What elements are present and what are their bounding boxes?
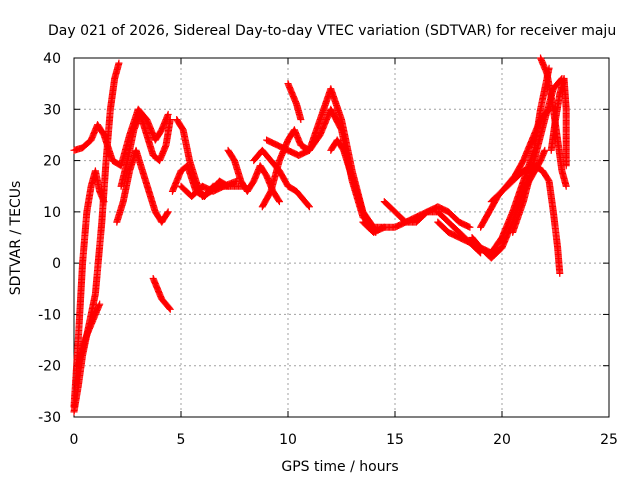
- x-tick-label: 5: [177, 432, 186, 448]
- data-point-marker: [556, 269, 564, 277]
- data-point-marker: [541, 146, 549, 154]
- plot-frame: [73, 57, 610, 418]
- y-tick-label: -20: [38, 359, 61, 375]
- y-tick-label: 30: [43, 102, 61, 118]
- x-tick-label: 0: [70, 432, 79, 448]
- x-tick-label: 15: [386, 432, 404, 448]
- x-axis-label: GPS time / hours: [281, 459, 398, 475]
- data-point-marker: [166, 305, 174, 313]
- data-point-marker: [165, 304, 173, 312]
- y-tick-label: 10: [43, 205, 61, 221]
- x-tick-label: 25: [600, 432, 618, 448]
- y-axis-label: SDTVAR / TECUs: [8, 181, 24, 296]
- data-point-marker: [163, 209, 171, 217]
- tick-layer: 0 5 10 15 20 25 -30 -20 -10 0 10 20 30 40: [38, 51, 618, 448]
- y-tick-label: 0: [52, 256, 61, 272]
- x-tick-label: 20: [493, 432, 511, 448]
- chart-title: Day 021 of 2026, Sidereal Day-to-day VTE…: [48, 23, 616, 39]
- data-point-marker: [466, 223, 474, 231]
- marker-layer: [70, 54, 570, 416]
- data-point-marker: [115, 59, 123, 67]
- data-point-marker: [96, 300, 104, 308]
- x-tick-label: 10: [279, 432, 297, 448]
- data-point-marker: [164, 208, 172, 216]
- data-point-marker: [562, 162, 570, 170]
- data-point-marker: [297, 116, 305, 124]
- data-point-marker: [100, 198, 108, 206]
- data-point-marker: [305, 202, 313, 210]
- y-tick-label: -10: [38, 307, 61, 323]
- data-point-marker: [275, 198, 283, 206]
- data-point-marker: [275, 196, 283, 204]
- data-point-marker: [562, 182, 570, 190]
- y-tick-label: -30: [38, 410, 61, 426]
- data-point-marker: [305, 203, 313, 211]
- y-tick-label: 40: [43, 51, 61, 67]
- data-point-marker: [164, 110, 172, 118]
- data-point-marker: [166, 116, 174, 124]
- y-tick-label: 20: [43, 154, 61, 170]
